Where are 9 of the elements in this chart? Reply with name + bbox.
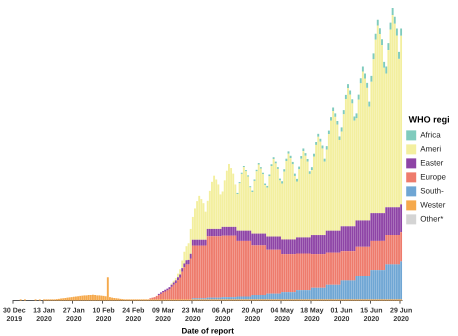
legend-label: Ameri — [420, 144, 442, 154]
legend-label: Easter — [420, 158, 444, 168]
x-axis-title: Date of report — [181, 326, 234, 336]
legend-label: Europe — [420, 172, 447, 182]
legend-label: South- — [420, 186, 444, 196]
legend-label: Wester — [420, 200, 446, 210]
legend-label: Africa — [420, 130, 442, 140]
legend-label: Other* — [420, 214, 444, 224]
legend-title: WHO regi — [408, 114, 450, 125]
